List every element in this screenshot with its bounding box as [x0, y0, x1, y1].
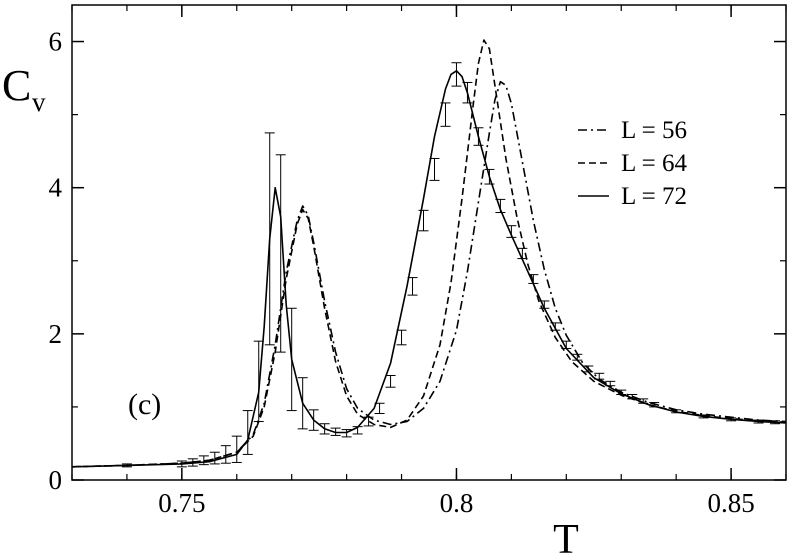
error-bar — [638, 398, 649, 404]
error-bar — [462, 81, 473, 104]
y-tick-label: 6 — [49, 27, 63, 57]
legend-entry: L = 56 — [578, 117, 687, 144]
error-bar — [363, 416, 374, 427]
error-bar — [605, 380, 616, 387]
y-tick-label: 2 — [49, 319, 63, 349]
error-bar — [198, 455, 209, 466]
error-bar — [616, 389, 627, 395]
error-bar — [275, 154, 286, 353]
error-bar — [297, 377, 308, 430]
legend-entry: L = 72 — [578, 183, 687, 210]
error-bar — [572, 353, 583, 361]
x-tick-label: 0.8 — [440, 488, 474, 518]
error-bar — [341, 429, 352, 438]
error-bar — [176, 460, 187, 468]
error-bar — [770, 420, 781, 425]
error-bar — [121, 463, 132, 468]
x-tick-label: 0.85 — [707, 488, 754, 518]
error-bar — [429, 157, 440, 181]
error-bar — [440, 102, 451, 127]
legend-label: L = 72 — [621, 183, 687, 210]
error-bar — [698, 414, 709, 419]
error-bar — [484, 168, 495, 185]
error-bar — [418, 209, 429, 232]
legend-entry: L = 64 — [578, 150, 687, 177]
tick-layer: 0.75 0.8 0.85 0 2 4 6 — [49, 5, 787, 518]
error-bar — [330, 427, 341, 436]
legend: L = 56 L = 64 L = 72 — [578, 117, 687, 210]
error-bar — [209, 451, 220, 465]
y-axis-title-sub: v — [32, 87, 46, 117]
series-line-2 — [71, 39, 787, 468]
y-tick-label: 4 — [49, 173, 63, 203]
error-bar — [352, 426, 363, 435]
panel-label: (c) — [128, 388, 161, 421]
x-tick-label: 0.75 — [158, 488, 205, 518]
plot-frame — [71, 4, 787, 481]
error-bar — [594, 372, 605, 380]
error-bar — [231, 435, 242, 463]
legend-label: L = 64 — [621, 150, 687, 177]
error-bar — [649, 402, 660, 408]
error-bar — [451, 62, 462, 87]
y-tick-label: 0 — [49, 465, 63, 495]
error-bar — [528, 274, 539, 284]
y-axis-title: C v — [2, 61, 46, 117]
error-bar — [308, 409, 319, 431]
error-bar — [407, 277, 418, 296]
error-bar — [242, 410, 253, 455]
error-bar — [374, 402, 385, 414]
error-bar — [396, 329, 407, 346]
error-bar — [253, 340, 264, 423]
error-bar — [187, 458, 198, 467]
error-bar — [473, 127, 484, 146]
legend-label: L = 56 — [621, 117, 687, 144]
error-bar — [561, 340, 572, 349]
errorbar-layer — [121, 62, 781, 468]
error-bar — [753, 419, 764, 424]
series-line-3 — [71, 70, 787, 468]
error-bar — [539, 300, 550, 309]
error-bar — [286, 307, 297, 412]
error-bar — [726, 417, 737, 422]
error-bar — [220, 445, 231, 464]
error-bar — [264, 132, 275, 346]
error-bar — [517, 247, 528, 260]
error-bar — [627, 394, 638, 400]
x-axis-title: T — [553, 517, 579, 558]
error-bar — [583, 365, 594, 373]
error-bar — [671, 409, 682, 414]
error-bar — [319, 423, 330, 435]
error-bar — [495, 198, 506, 214]
y-axis-title-main: C — [2, 61, 31, 110]
series-layer — [71, 39, 787, 468]
error-bar — [385, 375, 396, 388]
error-bar — [506, 225, 517, 238]
error-bar — [550, 322, 561, 331]
